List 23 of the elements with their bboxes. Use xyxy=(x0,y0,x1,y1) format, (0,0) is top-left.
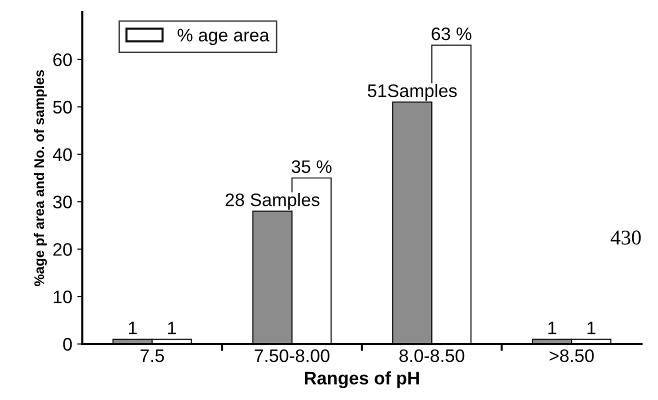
x-tick-label: >8.50 xyxy=(550,349,594,362)
data-label: 35 % xyxy=(292,160,332,174)
y-tick-label: 50 xyxy=(53,100,72,114)
annotation: 430 xyxy=(610,230,641,245)
data-label: 1 xyxy=(168,322,176,334)
data-label: 28 Samples xyxy=(226,192,320,210)
y-tick-label: 20 xyxy=(53,243,72,256)
y-tick-label: 30 xyxy=(53,196,72,208)
y-tick-label: 10 xyxy=(54,290,72,304)
y-axis-title: %age pf area and No. of samples xyxy=(34,70,47,286)
legend-label: % age area xyxy=(178,28,270,46)
x-tick-label: 7.5 xyxy=(140,350,164,362)
data-label: 1 xyxy=(588,322,596,334)
x-axis-title: Ranges of pH xyxy=(304,371,419,388)
x-tick-label: 8.0-8.50 xyxy=(399,349,464,362)
y-tick-label: 40 xyxy=(52,148,72,162)
data-label: 51Samples xyxy=(368,84,457,101)
data-label: 63 % xyxy=(432,27,472,40)
y-tick-label: 60 xyxy=(53,53,72,66)
x-tick-label: 7.50-8.00 xyxy=(254,349,330,362)
data-label: 1 xyxy=(128,322,137,334)
y-tick-label: 0 xyxy=(63,338,72,351)
data-label: 1 xyxy=(548,322,556,334)
